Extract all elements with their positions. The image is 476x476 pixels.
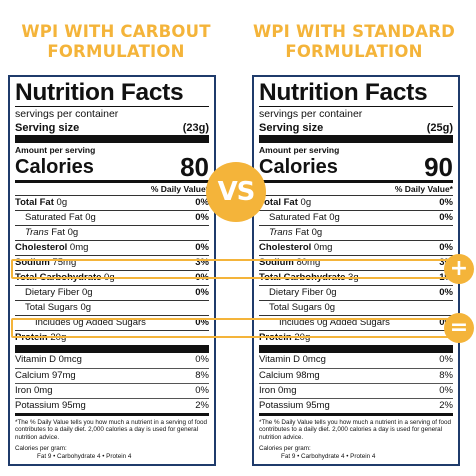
calories-label: Calories <box>15 156 94 178</box>
label-title: Nutrition Facts <box>259 79 428 106</box>
row-cholesterol: Cholesterol 0mg 0% <box>259 240 453 253</box>
servings-per-container: servings per container <box>15 108 119 120</box>
daily-value-header: % Daily Value* <box>150 184 209 194</box>
serving-size-row: Serving size (23g) <box>15 121 209 135</box>
row-trans-fat: Trans Fat 0g <box>15 225 209 240</box>
label-title: Nutrition Facts <box>15 79 184 106</box>
heading-standard: WPI WITH STANDARD FORMULATION <box>244 22 464 62</box>
daily-value-header: % Daily Value* <box>394 184 453 194</box>
row-dietary-fiber: Dietary Fiber 0g 0% <box>259 285 453 300</box>
calories-per-gram: Calories per gram: Fat 9 • Carbohydrate … <box>15 445 132 460</box>
row-calcium: Calcium 97mg 8% <box>15 368 209 381</box>
calories-row: Calories 90 <box>259 152 453 182</box>
serving-size-label: Serving size <box>259 122 324 134</box>
amount-per-serving: Amount per serving <box>259 145 340 155</box>
heading-carbout: WPI WITH CARBOUT FORMULATION <box>6 22 226 62</box>
row-cholesterol: Cholesterol 0mg 0% <box>15 240 209 253</box>
serving-size-value: (25g) <box>426 122 453 134</box>
row-dietary-fiber: Dietary Fiber 0g 0% <box>15 285 209 300</box>
amount-per-serving: Amount per serving <box>15 145 96 155</box>
serving-size-label: Serving size <box>15 122 80 134</box>
row-total-sugars: Total Sugars 0g <box>15 300 209 315</box>
plus-icon: + <box>444 254 474 284</box>
row-added-sugars: Includes 0g Added Sugars 0% <box>15 315 209 330</box>
calories-value: 80 <box>180 152 209 182</box>
row-total-sugars: Total Sugars 0g <box>259 300 453 315</box>
row-vitamin-d: Vitamin D 0mcg 0% <box>15 354 209 365</box>
footnote: *The % Daily Value tells you how much a … <box>15 419 208 441</box>
calories-row: Calories 80 <box>15 152 209 182</box>
row-total-fat: Total Fat 0g 0% <box>259 195 453 208</box>
calories-label: Calories <box>259 156 338 178</box>
row-calcium: Calcium 98mg 8% <box>259 368 453 381</box>
row-saturated-fat: Saturated Fat 0g 0% <box>259 210 453 225</box>
heading-line: FORMULATION <box>285 42 423 61</box>
nutrition-label-carbout: Nutrition Facts servings per container S… <box>8 75 216 466</box>
row-potassium: Potassium 95mg 2% <box>259 398 453 411</box>
row-iron: Iron 0mg 0% <box>259 383 453 396</box>
footnote: *The % Daily Value tells you how much a … <box>259 419 452 441</box>
servings-per-container: servings per container <box>259 108 363 120</box>
serving-size-row: Serving size (25g) <box>259 121 453 135</box>
equals-icon: = <box>444 313 474 343</box>
row-total-fat: Total Fat 0g 0% <box>15 195 209 208</box>
carbohydrate-highlight <box>11 259 461 279</box>
serving-size-value: (23g) <box>182 122 209 134</box>
vs-badge: VS <box>206 162 266 222</box>
calories-value: 90 <box>424 152 453 182</box>
row-sodium: Sodium 75mg 3% <box>15 255 209 268</box>
row-vitamin-d: Vitamin D 0mcg 0% <box>259 354 453 365</box>
heading-line: FORMULATION <box>47 42 185 61</box>
protein-highlight <box>11 318 461 338</box>
row-iron: Iron 0mg 0% <box>15 383 209 396</box>
row-potassium: Potassium 95mg 2% <box>15 398 209 411</box>
heading-line: WPI WITH CARBOUT <box>21 22 211 41</box>
row-trans-fat: Trans Fat 0g <box>259 225 453 240</box>
calories-per-gram: Calories per gram: Fat 9 • Carbohydrate … <box>259 445 376 460</box>
heading-line: WPI WITH STANDARD <box>252 22 456 41</box>
row-saturated-fat: Saturated Fat 0g 0% <box>15 210 209 225</box>
